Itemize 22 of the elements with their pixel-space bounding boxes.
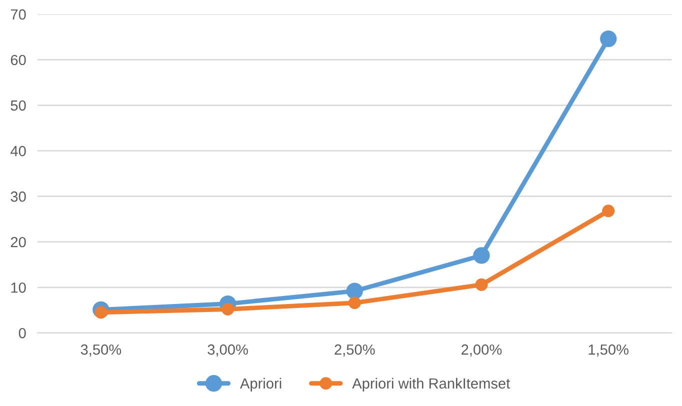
legend-label: Apriori with RankItemset [352,378,510,392]
y-tick-label: 10 [11,282,26,293]
point [348,296,361,310]
y-tick-label: 30 [10,191,26,202]
point [346,282,363,300]
y-tick-label: 70 [10,9,26,20]
x-tick-label: 3,50% [80,344,122,356]
y-tick-label: 0 [18,328,26,338]
y-tick-label: 50 [10,100,26,111]
point [602,204,615,218]
legend-label: Apriori [240,378,282,392]
point [600,30,617,48]
y-tick-label: 40 [10,146,26,156]
y-tick-label: 60 [10,54,26,66]
x-tick-label: 2,50% [334,344,375,356]
x-tick-label: 3,00% [208,344,248,356]
point [473,247,490,264]
x-tick-label: 2,00% [462,344,502,356]
x-tick-label: 1,50% [588,344,628,356]
y-tick-label: 20 [10,236,26,248]
point [475,278,488,291]
point [222,302,234,316]
